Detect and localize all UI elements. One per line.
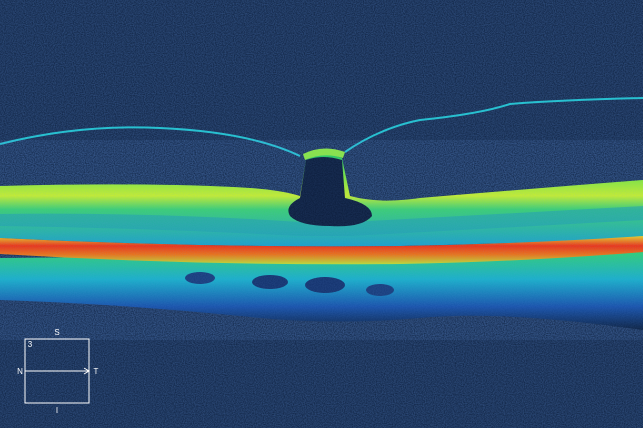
tissue-noise	[0, 140, 643, 340]
